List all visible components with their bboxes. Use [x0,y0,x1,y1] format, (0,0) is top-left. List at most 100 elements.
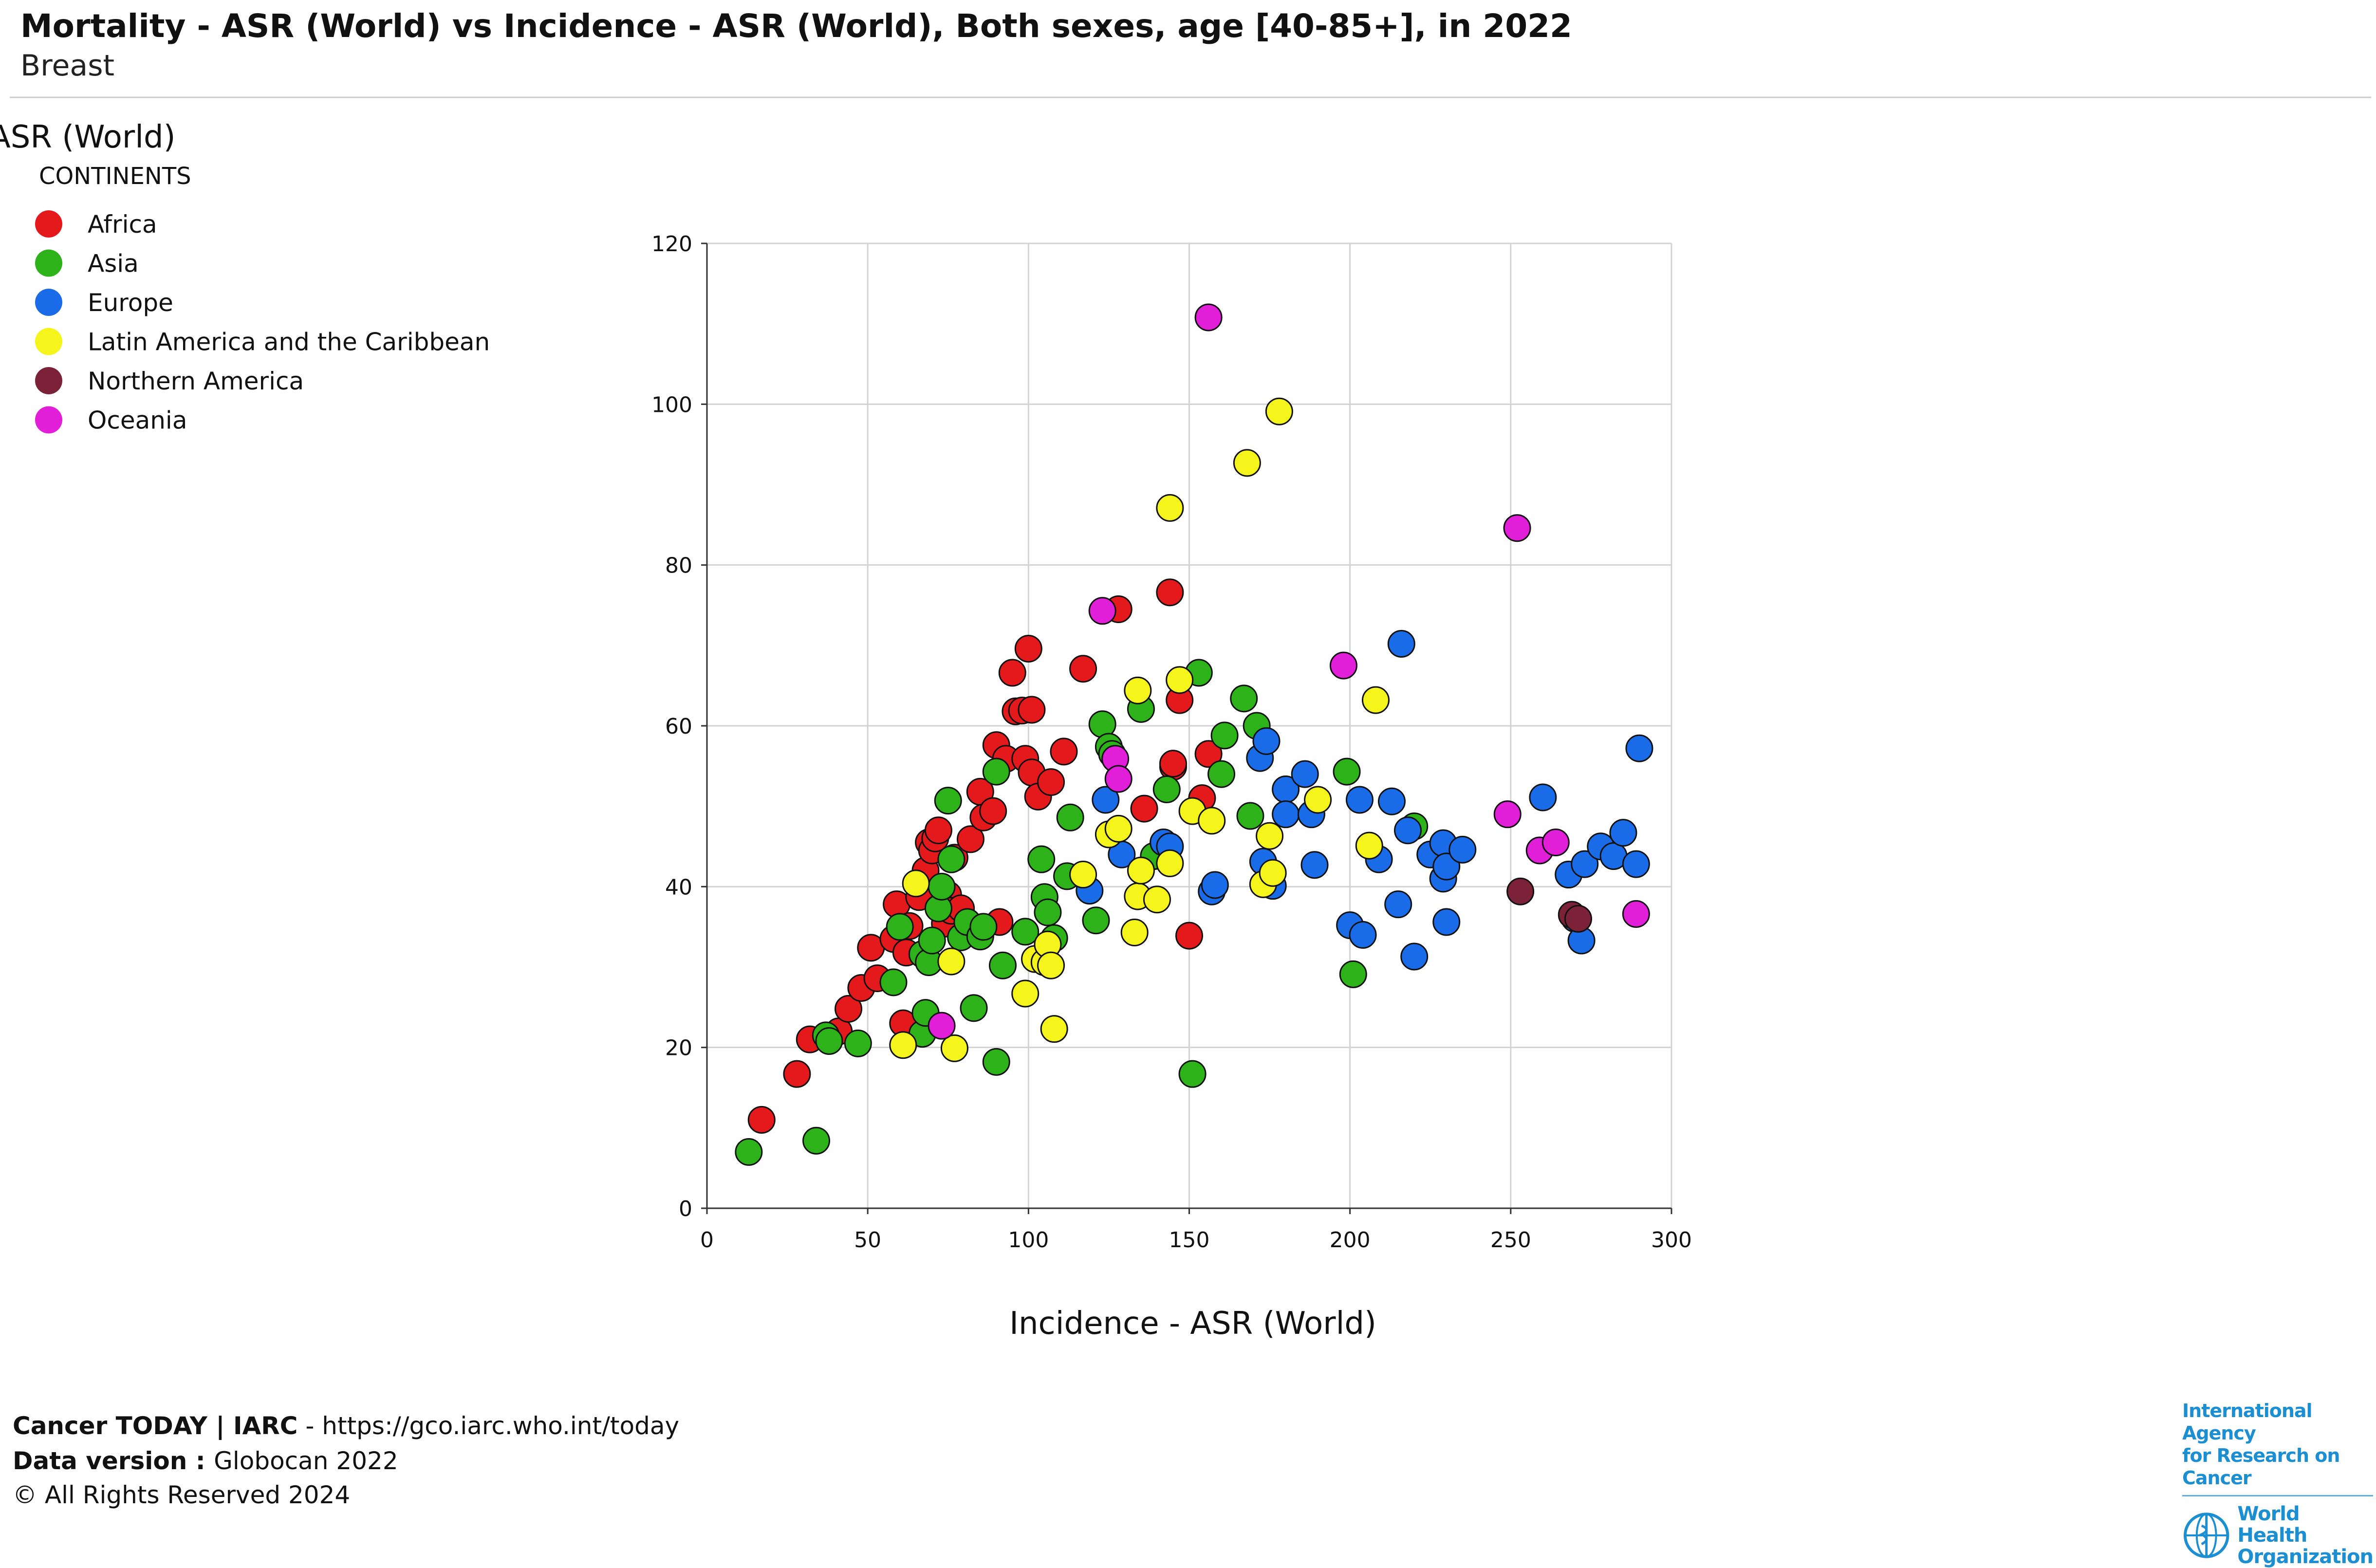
point-asia [879,968,908,996]
point-asia [735,1138,763,1166]
point-asia [982,1048,1010,1076]
point-latin-america-and-the-caribbean [1156,849,1184,877]
point-europe [1092,786,1120,814]
point-northern-america [1506,877,1535,905]
point-latin-america-and-the-caribbean [1104,814,1132,843]
y-tick-label: 0 [679,1197,692,1221]
footer-url[interactable]: - https://gco.iarc.who.int/today [297,1412,680,1440]
point-latin-america-and-the-caribbean [1256,822,1284,850]
y-tick-label: 100 [651,392,692,417]
y-tick-label: 20 [665,1036,692,1061]
point-africa [1014,634,1042,663]
y-tick-label: 80 [665,553,692,578]
point-africa [835,995,863,1023]
legend-swatch [35,406,62,434]
data-points [735,303,1653,1166]
point-latin-america-and-the-caribbean [1304,786,1332,814]
point-asia [989,951,1017,979]
point-africa [783,1060,811,1088]
iarc-logo: International Agency for Research on Can… [2182,1400,2374,1568]
point-latin-america-and-the-caribbean [1355,831,1383,860]
legend-label: Europe [88,289,173,317]
point-africa [924,816,952,845]
point-latin-america-and-the-caribbean [1124,676,1152,704]
legend-title: CONTINENTS [39,163,191,190]
point-latin-america-and-the-caribbean [1127,856,1155,885]
footer-rights: © All Rights Reserved 2024 [13,1481,351,1509]
point-europe [1272,800,1300,829]
y-axis-label: ASR (World) [0,119,176,155]
logo-divider [2182,1495,2373,1496]
point-europe [1448,835,1477,864]
point-latin-america-and-the-caribbean [1011,979,1040,1008]
point-asia [1207,760,1236,788]
point-europe [1378,787,1406,815]
point-oceania [1194,303,1223,332]
point-oceania [1622,900,1650,928]
point-europe [1609,819,1637,847]
point-oceania [1541,828,1570,856]
legend-label: Asia [88,250,139,278]
legend-label: Northern America [88,367,304,395]
point-europe [1529,783,1557,812]
point-asia [1333,757,1361,786]
point-africa [979,797,1007,825]
point-latin-america-and-the-caribbean [937,947,965,976]
point-latin-america-and-the-caribbean [1265,397,1293,425]
legend-swatch [35,210,62,238]
point-africa [956,825,984,853]
point-asia [982,757,1010,786]
x-tick-label: 250 [1490,1228,1531,1253]
point-africa [1050,738,1078,766]
legend-label: Latin America and the Caribbean [88,328,490,356]
point-europe [1432,852,1461,881]
point-oceania [928,1012,956,1040]
point-africa [998,659,1026,687]
chart-subtitle: Breast [20,49,114,83]
point-asia [1210,721,1239,750]
point-europe [1291,760,1319,788]
point-asia [918,926,946,955]
point-latin-america-and-the-caribbean [1037,951,1065,979]
y-tick-label: 40 [665,875,692,900]
point-asia [844,1029,872,1057]
point-europe [1252,727,1281,755]
who-logo-line1: World Health [2237,1503,2307,1547]
point-asia [802,1126,831,1155]
footer-version-value: Globocan 2022 [214,1447,398,1475]
x-axis-label: Incidence - ASR (World) [1009,1306,1376,1342]
point-europe [1622,850,1650,878]
point-europe [1571,850,1599,878]
point-oceania [1088,597,1116,625]
point-africa [747,1106,776,1134]
legend-swatch [35,289,62,316]
point-africa [1018,696,1046,724]
legend-swatch [35,367,62,394]
point-africa [1159,750,1187,778]
point-latin-america-and-the-caribbean [1166,666,1194,694]
point-europe [1400,942,1429,971]
legend-swatch [35,328,62,355]
x-tick-label: 100 [1008,1228,1049,1253]
point-europe [1345,786,1374,814]
point-latin-america-and-the-caribbean [1069,861,1097,889]
point-latin-america-and-the-caribbean [1233,449,1261,477]
point-latin-america-and-the-caribbean [1156,494,1184,522]
footer-version-label: Data version : [13,1447,214,1475]
legend-label: Oceania [88,406,187,435]
grid [707,242,1672,1208]
who-emblem-icon [2183,1513,2229,1558]
point-asia [1152,775,1181,803]
x-tick-label: 50 [854,1228,881,1253]
point-asia [1339,960,1367,988]
point-asia [1027,845,1056,873]
point-latin-america-and-the-caribbean [1143,885,1171,914]
point-latin-america-and-the-caribbean [940,1034,968,1062]
footer-brand: Cancer TODAY | IARC [13,1412,298,1440]
point-africa [1156,578,1184,607]
point-europe [1201,871,1229,899]
point-europe [1349,921,1377,949]
x-tick-label: 0 [700,1228,714,1253]
point-latin-america-and-the-caribbean [902,869,930,898]
point-africa [1130,794,1158,823]
